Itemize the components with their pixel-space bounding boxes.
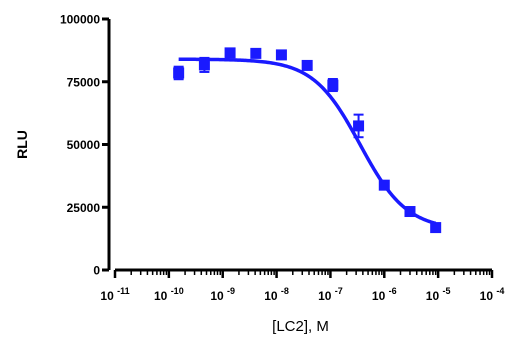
- square-marker: [224, 47, 236, 59]
- y-ticks: 0 25000 50000 75000 100000: [60, 13, 109, 278]
- square-marker: [430, 222, 442, 234]
- x-tick-label: 10 -9: [210, 286, 235, 303]
- data-point: [173, 65, 185, 81]
- x-tick-label: 10 -4: [480, 286, 505, 303]
- y-axis-title: RLU: [14, 130, 30, 159]
- square-marker: [353, 120, 365, 132]
- square-marker: [301, 59, 313, 71]
- x-tick-label: 10 -8: [264, 286, 289, 303]
- x-tick-label: 10 -7: [318, 286, 343, 303]
- x-ticks: 10 -11 10 -10 10 -9 10 -8 10 -7 10 -6 10 -5 10 …: [100, 270, 504, 303]
- square-marker: [250, 47, 262, 59]
- x-tick-label: 10 -11: [100, 286, 129, 303]
- square-marker: [173, 67, 185, 79]
- x-tick-label: 10 -5: [426, 286, 451, 303]
- data-point: [430, 222, 442, 234]
- x-tick-label: 10 -10: [154, 286, 184, 303]
- data-point: [198, 56, 210, 73]
- data-points-group: [173, 47, 442, 234]
- y-tick-label: 100000: [60, 13, 100, 27]
- data-point: [353, 113, 365, 139]
- data-point: [250, 47, 262, 59]
- data-point: [224, 47, 236, 59]
- fit-curve-group: [178, 57, 437, 226]
- square-marker: [404, 206, 416, 218]
- x-axis-title: [LC2], M: [272, 318, 329, 335]
- y-tick-label: 75000: [67, 75, 101, 89]
- square-marker: [327, 79, 339, 91]
- data-point: [404, 206, 416, 218]
- square-marker: [378, 179, 390, 191]
- square-marker: [198, 59, 210, 71]
- square-marker: [275, 49, 287, 61]
- y-tick-label: 25000: [67, 201, 101, 215]
- y-tick-label: 50000: [67, 138, 101, 152]
- data-point: [327, 77, 339, 93]
- data-point: [378, 179, 390, 191]
- data-point: [275, 49, 287, 61]
- x-tick-label: 10 -6: [372, 286, 397, 303]
- data-point: [301, 59, 313, 71]
- fit-curve: [178, 57, 437, 226]
- y-tick-label: 0: [93, 264, 100, 278]
